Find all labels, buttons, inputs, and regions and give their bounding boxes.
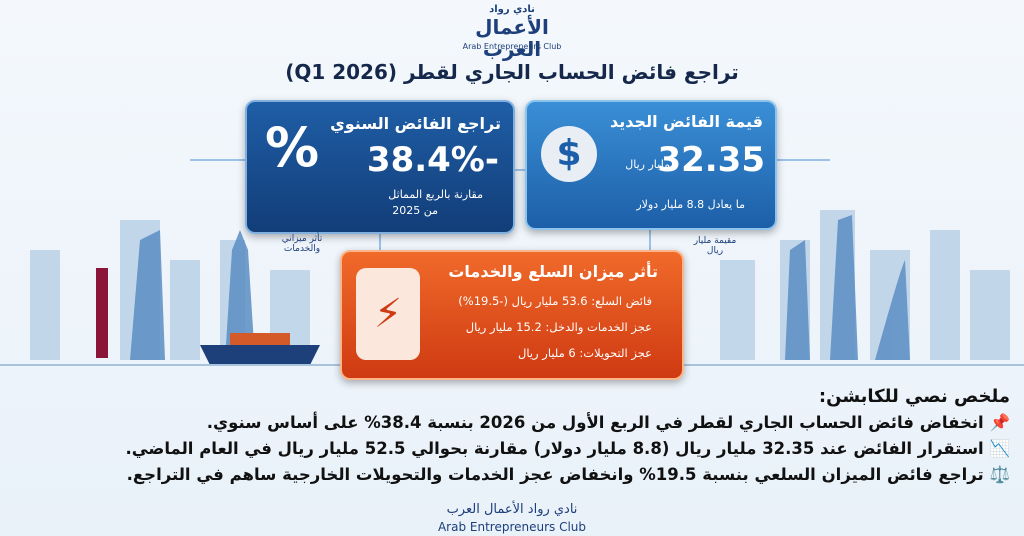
footer-text: نادي رواد الأعمال العرب xyxy=(446,502,578,517)
logo-text: Arab Entrepreneurs Club xyxy=(462,42,562,51)
balance-card: تأثر ميزان السلع والخدمات فائض السلع: 53… xyxy=(340,250,684,380)
logo-text: الأعمال العرب xyxy=(475,15,549,61)
ship xyxy=(200,345,320,365)
card-value: 32.35 xyxy=(657,140,765,180)
logo-text: نادي رواد xyxy=(489,4,535,15)
surplus-card: قيمة الفائض الجديد 32.35 مليار ريال ما ي… xyxy=(525,100,777,230)
percent-icon: % xyxy=(265,116,320,179)
title: تراجع فائض الحساب الجاري لقطر (Q1 2026) xyxy=(285,60,739,84)
flag xyxy=(96,268,108,358)
card-note: من 2025 xyxy=(392,204,438,217)
card-note: ما يعادل 8.8 مليار دولار xyxy=(636,198,745,211)
decline-card: تراجع الفائض السنوي 38.4%- مقارنة بالربع… xyxy=(245,100,515,234)
card-value: 38.4%- xyxy=(366,140,499,180)
summary-item: 📉 استقرار الفائض عند 32.35 مليار ريال (8… xyxy=(125,439,1010,458)
card-item: عجز التحويلات: 6 مليار ريال xyxy=(518,346,652,360)
card-item: عجز الخدمات والدخل: 15.2 مليار ريال xyxy=(465,320,652,334)
side-label: مقيمة مليار ريال xyxy=(693,236,737,256)
summary: ملخص نصي للكابشن: 📌 انخفاض فائض الحساب ا… xyxy=(110,384,1010,488)
footer-text: Arab Entrepreneurs Club xyxy=(437,520,587,534)
card-heading: تأثر ميزان السلع والخدمات xyxy=(448,262,658,281)
coin-icon: $ xyxy=(541,126,597,182)
summary-heading: ملخص نصي للكابشن: xyxy=(818,386,1010,407)
card-heading: قيمة الفائض الجديد xyxy=(610,112,763,131)
card-note: مقارنة بالربع المماثل xyxy=(388,188,483,201)
summary-item: ⚖️ تراجع فائض الميزان السلعي بنسبة 19.5%… xyxy=(126,465,1010,484)
card-heading: تراجع الفائض السنوي xyxy=(330,114,501,133)
side-label: تأثر ميزاني والخدمات xyxy=(281,234,323,254)
card-unit: مليار ريال xyxy=(625,158,670,171)
card-item: فائض السلع: 53.6 مليار ريال (-19.5%) xyxy=(458,294,652,308)
summary-item: 📌 انخفاض فائض الحساب الجاري لقطر في الرب… xyxy=(206,413,1010,432)
fuel-icon: ⚡ xyxy=(356,268,420,360)
